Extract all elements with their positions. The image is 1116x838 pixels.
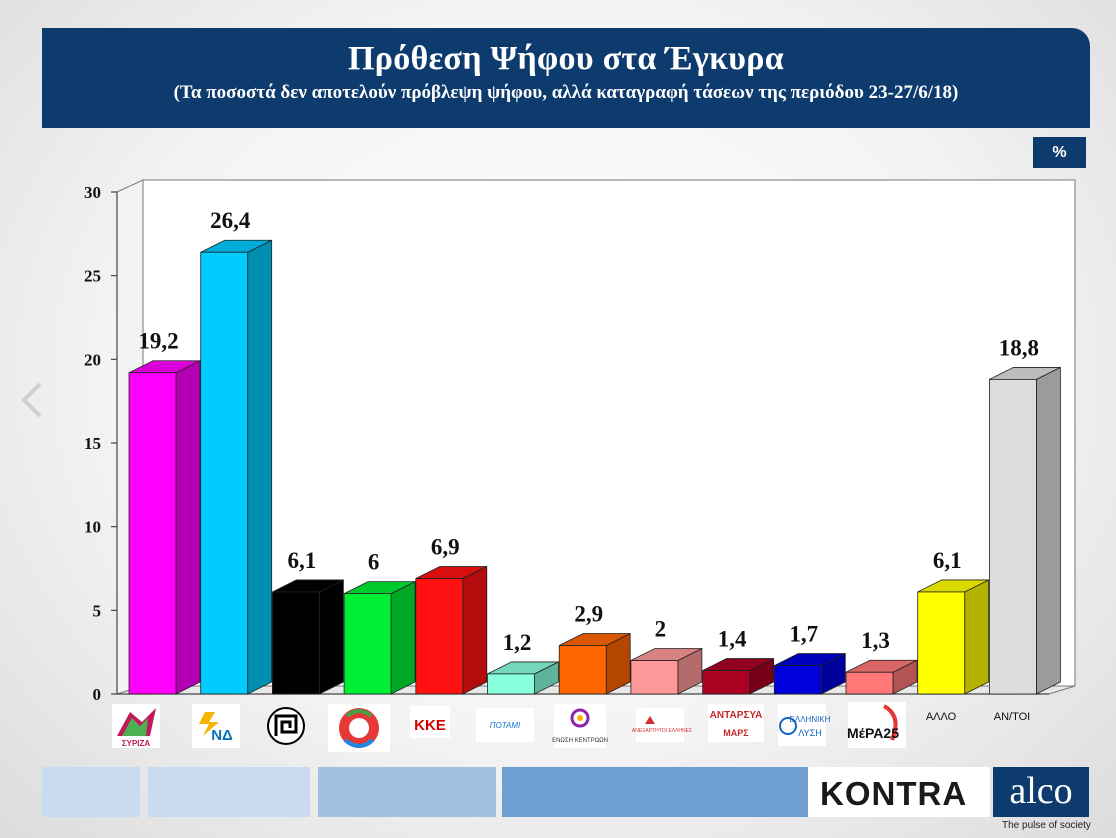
bar-front [989,379,1037,695]
y-tick-label: 30 [84,183,101,202]
y-axis: 0 5 10 15 20 25 30 [84,183,117,704]
bar-side [390,580,416,695]
enosi-kentroon-logo: ΕΝΩΣΗ ΚΕΝΤΡΩΩΝ [552,704,608,748]
bar-front [128,372,177,695]
bar [702,657,774,695]
allo-tick-label: ΑΛΛΟ [926,711,957,723]
svg-text:ΚΚΕ: ΚΚΕ [414,717,446,734]
antoi-tick-label: ΑΝ/ΤΟΙ [994,711,1030,723]
anel-logo: ΑΝΕΞΑΡΤΗΤΟΙ ΕΛΛΗΝΕΣ [632,708,692,742]
bar [989,366,1061,695]
svg-text:ΝΔ: ΝΔ [211,727,233,744]
data-label: 18,8 [999,335,1039,360]
svg-text:ΠΟΤΑΜΙ: ΠΟΤΑΜΙ [490,721,521,730]
page-title: Πρόθεση Ψήφου στα Έγκυρα [347,40,784,77]
data-label: 1,7 [789,622,818,647]
bar-front [415,578,464,695]
bar-front [487,673,535,695]
nd-logo: ΝΔ [192,704,240,748]
bar-front [702,670,750,695]
bar [487,661,559,695]
footer-kontra-bg [808,767,990,817]
bar-side [462,565,488,695]
svg-text:ΛΥΣΗ: ΛΥΣΗ [798,728,821,738]
svg-text:ΕΝΩΣΗ ΚΕΝΤΡΩΩΝ: ΕΝΩΣΗ ΚΕΝΤΡΩΩΝ [552,738,608,744]
bars-group [128,239,1061,695]
value-labels-group: 19,2 26,4 6,1 6 6,9 1,2 2,9 2 1,4 1,7 1,3 6,1 18,8 [138,208,1039,655]
data-label: 19,2 [138,329,178,354]
bar-front [343,593,392,695]
bar-front [845,671,894,695]
bar-side [318,579,344,695]
y-tick-label: 5 [93,601,102,620]
svg-text:ΑΝΤΑΡΣΥΑ: ΑΝΤΑΡΣΥΑ [710,710,763,721]
bar-side [1036,366,1061,695]
bar [343,580,416,695]
footer-block-2 [148,767,310,817]
data-label: 2 [655,617,667,642]
bar [271,579,344,695]
elliniki-lysi-logo: ΕΛΛΗΝΙΚΗ ΛΥΣΗ [778,704,831,746]
mera25-logo: ΜέΡΑ25 [847,702,906,748]
y-tick-label: 20 [84,350,101,369]
page-subtitle: (Τα ποσοστά δεν αποτελούν πρόβλεψη ψήφου… [173,82,959,103]
svg-text:ΑΝΕΞΑΡΤΗΤΟΙ ΕΛΛΗΝΕΣ: ΑΝΕΞΑΡΤΗΤΟΙ ΕΛΛΗΝΕΣ [632,728,692,734]
chevron-left-icon[interactable] [18,380,48,420]
bar-front [773,665,822,695]
kinal-logo [328,704,390,752]
kontra-logo: KONTRA [820,775,968,812]
bar-chart: 0 5 10 15 20 25 30 19,2 26,4 6,1 6 6,9 1,2 2,9 2 1,4 1,… [84,179,1076,752]
data-label: 6,1 [288,548,317,573]
y-tick-label: 25 [84,267,101,286]
svg-text:ΜΑΡΣ: ΜΑΡΣ [723,728,749,738]
x-axis-logos: ΣΥΡΙΖΑ ΝΔ ΚΚΕ ΠΟΤΑΜΙ [112,702,1030,752]
svg-text:ΕΛΛΗΝΙΚΗ: ΕΛΛΗΝΙΚΗ [790,715,831,724]
bar-front [917,591,966,695]
alco-tagline: The pulse of society [1002,820,1091,831]
data-label: 1,4 [718,627,747,652]
potami-logo: ΠΟΤΑΜΙ [476,708,534,742]
bar [128,360,201,695]
bar-front [558,645,607,695]
alco-logo: alco [993,767,1089,817]
footer-block-3 [318,767,496,817]
y-tick-label: 15 [84,434,101,453]
bar [558,632,631,695]
data-label: 6,9 [431,535,460,560]
data-label: 2,9 [574,601,603,626]
bar [630,647,703,695]
bar-front [271,591,320,695]
golden-dawn-logo [267,707,305,745]
bar-front [630,660,679,695]
bar [917,579,990,695]
data-label: 1,3 [861,628,890,653]
unit-badge: % [1033,137,1086,168]
bar-side [175,360,201,695]
y-tick-label: 10 [84,518,101,537]
bar-side [247,239,273,695]
bar-side [964,579,990,695]
data-label: 6,1 [933,548,962,573]
bar [200,239,273,695]
bar [415,565,488,695]
antarsya-logo: ΑΝΤΑΡΣΥΑ ΜΑΡΣ [708,704,764,742]
footer-block-1 [42,767,140,817]
data-label: 26,4 [210,208,251,233]
data-label: 1,2 [503,630,532,655]
bar [845,659,918,695]
y-tick-label: 0 [93,685,102,704]
header-banner: Πρόθεση Ψήφου στα Έγκυρα (Τα ποσοστά δεν… [42,28,1090,128]
bar-front [200,251,249,695]
syriza-logo: ΣΥΡΙΖΑ [112,704,160,748]
svg-text:ΣΥΡΙΖΑ: ΣΥΡΙΖΑ [122,739,151,748]
svg-text:ΜέΡΑ25: ΜέΡΑ25 [847,725,899,741]
data-label: 6 [368,550,380,575]
bar [773,652,846,695]
kke-logo: ΚΚΕ [410,706,450,738]
